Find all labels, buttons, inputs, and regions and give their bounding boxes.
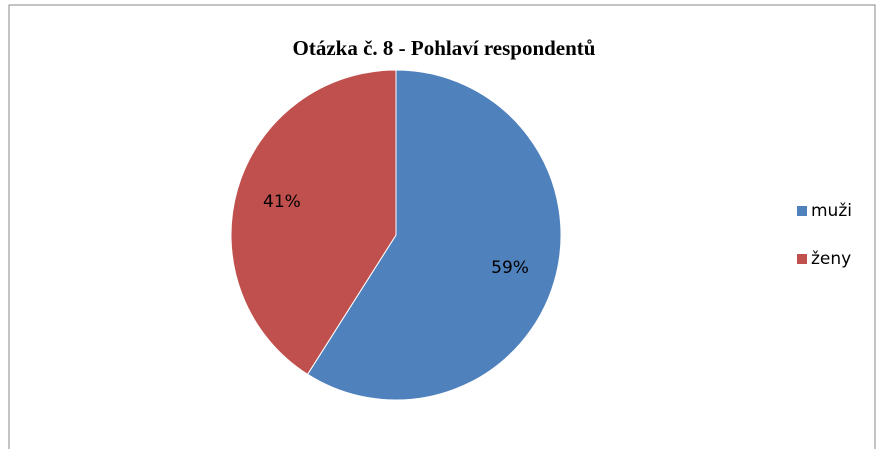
pie-slice (306, 69, 562, 401)
legend-label: muži (811, 201, 852, 221)
data-label: 59% (491, 258, 529, 278)
legend-label: ženy (811, 249, 851, 269)
legend-swatch (797, 254, 807, 264)
legend-swatch (797, 206, 807, 216)
data-label: 41% (263, 192, 301, 212)
chart-title: Otázka č. 8 - Pohlaví respondentů (293, 36, 596, 60)
chart-frame (8, 4, 876, 449)
pie-slice (230, 69, 397, 376)
